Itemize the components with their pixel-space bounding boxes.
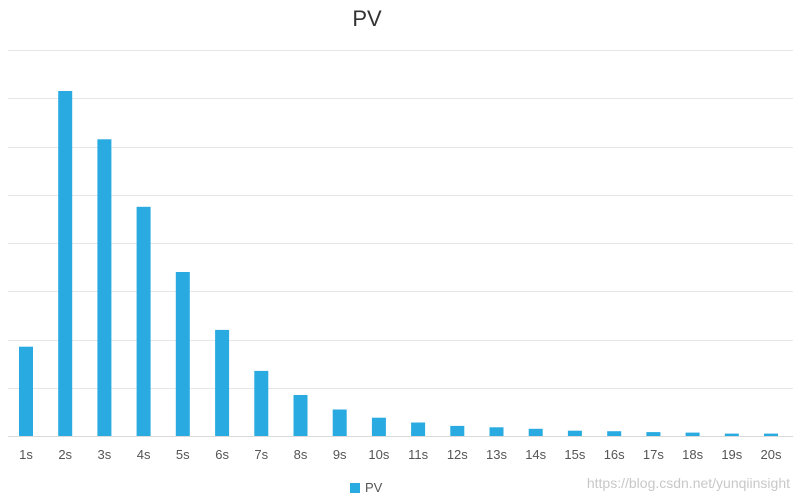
x-tick-label: 3s bbox=[98, 447, 112, 462]
x-tick-label: 7s bbox=[254, 447, 268, 462]
x-tick-label: 5s bbox=[176, 447, 190, 462]
x-tick-label: 19s bbox=[721, 447, 742, 462]
bar-7s bbox=[254, 370, 269, 436]
bar-14s bbox=[528, 428, 543, 436]
x-tick-label: 16s bbox=[604, 447, 625, 462]
bar-9s bbox=[332, 409, 347, 436]
x-tick-label: 14s bbox=[525, 447, 546, 462]
x-tick-label: 12s bbox=[447, 447, 468, 462]
bar-12s bbox=[450, 425, 465, 436]
legend-label-pv: PV bbox=[365, 480, 383, 495]
bar-10s bbox=[371, 417, 386, 436]
bar-13s bbox=[489, 427, 504, 436]
x-tick-label: 17s bbox=[643, 447, 664, 462]
bar-8s bbox=[293, 395, 308, 436]
legend-swatch-pv bbox=[350, 483, 360, 493]
x-tick-label: 11s bbox=[408, 447, 428, 462]
x-tick-label: 9s bbox=[333, 447, 347, 462]
bar-19s bbox=[724, 433, 739, 436]
x-tick-label: 15s bbox=[564, 447, 585, 462]
x-tick-label: 2s bbox=[58, 447, 72, 462]
bar-5s bbox=[175, 272, 190, 436]
x-tick-label: 6s bbox=[215, 447, 229, 462]
x-axis-ticks: 1s 2s 3s 4s 5s 6s 7s 8s 9s 10s 11s 12s 13s 14s 15s 16s 1… bbox=[19, 447, 782, 462]
bars bbox=[19, 91, 778, 437]
x-tick-label: 8s bbox=[294, 447, 308, 462]
bar-20s bbox=[764, 433, 778, 436]
bar-3s bbox=[97, 139, 112, 437]
x-tick-label: 10s bbox=[368, 447, 389, 462]
bar-18s bbox=[685, 432, 700, 436]
x-tick-label: 13s bbox=[486, 447, 507, 462]
x-tick-label: 20s bbox=[761, 447, 782, 462]
x-tick-label: 1s bbox=[19, 447, 33, 462]
watermark: https://blog.csdn.net/yunqiinsight bbox=[587, 475, 790, 491]
bar-6s bbox=[215, 329, 230, 436]
bar-17s bbox=[646, 432, 661, 436]
bar-16s bbox=[607, 431, 622, 436]
chart-title: PV bbox=[352, 6, 382, 31]
x-tick-label: 4s bbox=[137, 447, 151, 462]
bar-1s bbox=[19, 346, 33, 436]
gridlines bbox=[8, 50, 793, 437]
x-tick-label: 18s bbox=[682, 447, 703, 462]
legend: PV bbox=[350, 480, 383, 495]
bar-11s bbox=[411, 422, 426, 436]
bar-4s bbox=[136, 206, 151, 436]
bar-15s bbox=[567, 430, 582, 436]
bar-2s bbox=[58, 91, 73, 436]
